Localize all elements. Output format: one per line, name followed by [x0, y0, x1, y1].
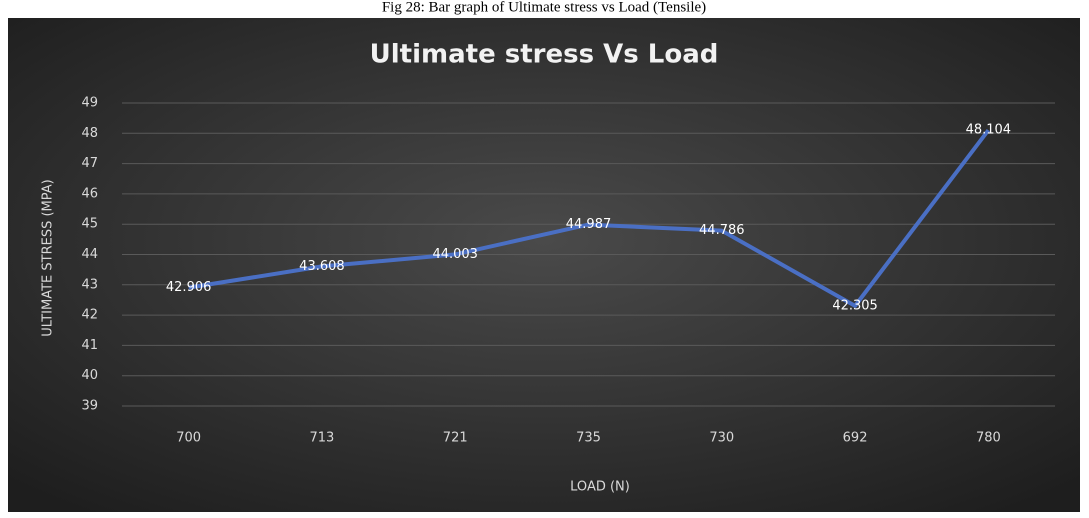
chart-background [8, 18, 1080, 512]
x-axis-label: LOAD (N) [570, 480, 630, 495]
x-tick-label: 780 [976, 431, 1001, 446]
data-label: 42.906 [166, 280, 212, 295]
y-tick-label: 44 [81, 247, 98, 262]
data-label: 48.104 [966, 123, 1012, 138]
y-axis-label: ULTIMATE STRESS (MPA) [41, 179, 56, 336]
data-label: 44.003 [432, 247, 478, 262]
chart-title: Ultimate stress Vs Load [370, 40, 719, 70]
y-tick-label: 42 [81, 308, 98, 323]
y-tick-label: 46 [81, 186, 98, 201]
y-tick-label: 40 [81, 368, 98, 383]
x-tick-label: 713 [310, 431, 335, 446]
x-tick-label: 700 [176, 431, 201, 446]
x-tick-label: 692 [843, 431, 868, 446]
x-tick-label: 721 [443, 431, 468, 446]
y-tick-label: 45 [81, 217, 98, 232]
y-tick-label: 49 [81, 96, 98, 111]
y-tick-label: 43 [81, 277, 98, 292]
figure-caption: Fig 28: Bar graph of Ultimate stress vs … [382, 0, 706, 15]
data-label: 43.608 [299, 259, 345, 274]
y-tick-label: 39 [81, 399, 98, 414]
x-tick-label: 730 [709, 431, 734, 446]
data-label: 44.987 [566, 217, 612, 232]
data-label: 44.786 [699, 223, 745, 238]
y-tick-label: 41 [81, 338, 98, 353]
y-tick-label: 48 [81, 126, 98, 141]
data-line [188, 128, 990, 308]
x-tick-label: 735 [576, 431, 601, 446]
data-label: 42.305 [832, 298, 878, 313]
y-tick-label: 47 [81, 156, 98, 171]
